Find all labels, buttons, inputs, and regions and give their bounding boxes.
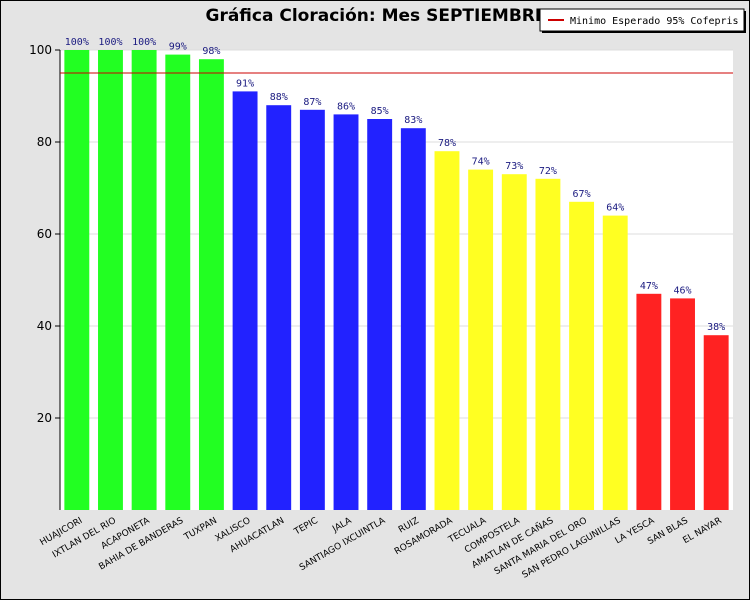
data-label: 86% bbox=[337, 101, 355, 112]
data-label: 67% bbox=[573, 189, 591, 200]
bar bbox=[569, 201, 595, 511]
bar bbox=[434, 151, 460, 510]
x-tick-label: TEPIC bbox=[292, 516, 320, 538]
bar bbox=[670, 298, 695, 510]
data-label: 83% bbox=[404, 115, 422, 126]
bar bbox=[98, 50, 123, 510]
data-label: 98% bbox=[202, 46, 220, 57]
bars bbox=[64, 50, 729, 511]
data-label: 72% bbox=[539, 166, 557, 177]
bar bbox=[400, 128, 426, 510]
y-tick-label: 60 bbox=[37, 227, 52, 241]
data-label: 99% bbox=[169, 42, 187, 53]
bar bbox=[64, 50, 90, 510]
bar bbox=[468, 169, 494, 510]
chart-title: Gráfica Cloración: Mes SEPTIEMBRE bbox=[205, 6, 546, 26]
y-tick-label: 80 bbox=[37, 135, 52, 149]
data-label: 64% bbox=[606, 203, 624, 214]
bar bbox=[636, 293, 662, 510]
x-tick-label: TUXPAN bbox=[182, 516, 219, 543]
bar bbox=[131, 50, 157, 510]
legend-box bbox=[539, 8, 745, 32]
data-label: 87% bbox=[303, 97, 321, 108]
data-label: 100% bbox=[132, 37, 156, 48]
bar bbox=[602, 215, 628, 510]
bar bbox=[501, 174, 527, 510]
data-label: 88% bbox=[270, 92, 288, 103]
bar bbox=[299, 109, 325, 511]
data-label: 47% bbox=[640, 281, 658, 292]
data-label: 46% bbox=[673, 285, 691, 296]
x-tick-label: RUIZ bbox=[397, 516, 421, 535]
data-label: 100% bbox=[98, 37, 122, 48]
bar bbox=[198, 59, 224, 510]
bar bbox=[333, 114, 359, 511]
bar bbox=[232, 91, 258, 511]
y-tick-label: 100 bbox=[29, 43, 52, 57]
y-tick-label: 40 bbox=[37, 319, 52, 333]
bar bbox=[165, 54, 191, 510]
data-labels: 100% 100% 100% 99% 98% 91% 88% 87% 86% 85% 83% 78% 7… bbox=[65, 37, 725, 333]
x-tick-label: JALA bbox=[330, 516, 354, 536]
data-label: 73% bbox=[505, 161, 523, 172]
y-tick-label: 20 bbox=[37, 411, 52, 425]
data-label: 78% bbox=[438, 138, 456, 149]
legend-label: Minimo Esperado 95% Cofepris bbox=[570, 16, 739, 27]
data-label: 38% bbox=[707, 322, 725, 333]
plot-area bbox=[60, 50, 733, 510]
data-label: 85% bbox=[371, 106, 389, 117]
bar bbox=[266, 105, 292, 510]
bar bbox=[703, 335, 729, 510]
data-label: 91% bbox=[236, 78, 254, 89]
bar bbox=[535, 178, 561, 511]
y-axis: 20 40 60 80 100 bbox=[29, 43, 61, 510]
x-tick-label: EL NAYAR bbox=[681, 516, 723, 546]
data-label: 74% bbox=[472, 157, 490, 168]
legend: Minimo Esperado 95% Cofepris bbox=[539, 8, 746, 33]
data-label: 100% bbox=[65, 37, 89, 48]
bar bbox=[367, 119, 393, 510]
